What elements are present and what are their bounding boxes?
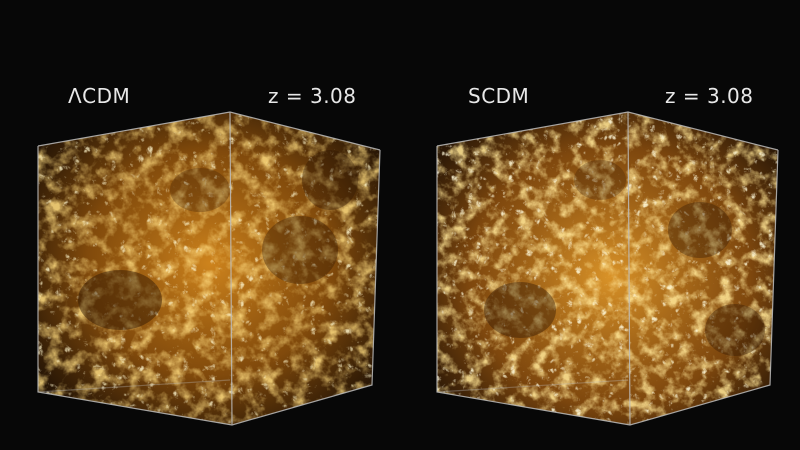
lcdm-redshift-label: z = 3.08 — [268, 84, 357, 108]
scdm-model-label: SCDM — [468, 84, 530, 108]
lcdm-model-label: ΛCDM — [68, 84, 131, 108]
scdm-cube-wireframe — [436, 111, 779, 426]
lcdm-cube — [37, 111, 381, 426]
scdm-redshift-label: z = 3.08 — [665, 84, 754, 108]
scdm-cube — [436, 111, 779, 426]
lcdm-cube-wireframe — [37, 111, 381, 426]
